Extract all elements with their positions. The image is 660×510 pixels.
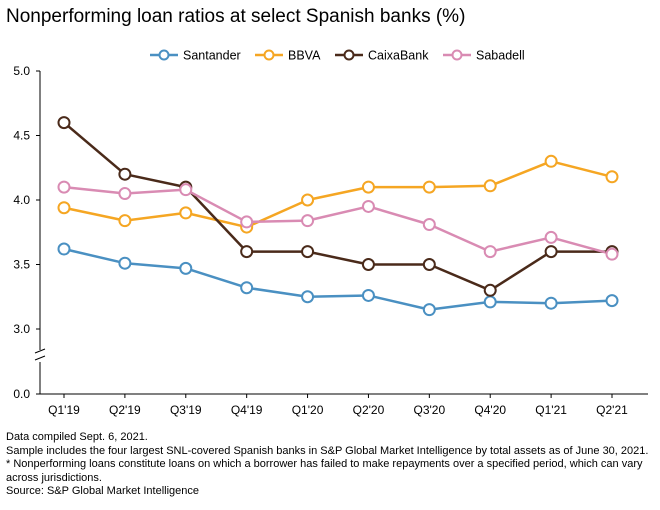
point-sabadell [483,245,497,259]
y-tick-label: 4.0 [13,193,30,207]
note-sample: Sample includes the four largest SNL-cov… [6,444,649,457]
y-tick-label: 0.0 [13,387,30,401]
point-caixabank [422,258,436,271]
legend: Santander BBVA CaixaBank Sabadell [150,49,525,63]
note-definition: * Nonperforming loans constitute loans o… [6,458,643,484]
point-santander [179,261,193,275]
point-santander [361,288,375,302]
series-lines [63,121,613,311]
point-bbva [179,206,193,220]
line-chart: Santander BBVA CaixaBank Sabadell 5.0 4.5 4.0… [13,49,648,417]
legend-marker-sabadell [451,49,463,61]
y-tick-label: 3.0 [13,322,30,336]
point-bbva [118,214,132,228]
legend-label-caixabank: CaixaBank [368,49,429,63]
point-santander [240,281,254,295]
point-santander [301,290,315,304]
point-bbva [422,180,436,194]
point-caixabank [240,245,254,259]
x-tick-label: Q4'19 [231,403,263,417]
point-sabadell [301,214,315,228]
point-santander [605,294,619,308]
point-caixabank [361,258,375,271]
y-tick-label: 5.0 [13,64,30,78]
axis-break-mark [34,348,46,361]
note-source: Source: S&P Global Market Intelligence [6,485,200,497]
note-data-compiled: Data compiled Sept. 6, 2021. [6,431,148,443]
point-santander [57,242,71,256]
x-tick-label: Q2'21 [596,403,628,417]
point-sabadell [422,218,436,232]
x-tick-label: Q2'19 [109,403,141,417]
point-bbva [361,180,375,194]
point-sabadell [605,247,619,261]
point-sabadell [240,215,254,229]
point-sabadell [118,187,132,201]
x-tick-label: Q1'21 [535,403,567,417]
point-bbva [544,154,558,168]
point-bbva [301,193,315,207]
axes: 5.0 4.5 4.0 3.5 3.0 0.0 Q1'19 Q2'19 Q3'19 Q4'19 Q1… [13,64,648,417]
point-caixabank [483,283,497,297]
y-tick-label: 3.5 [13,258,30,272]
point-santander [544,296,558,310]
legend-marker-bbva [263,49,275,61]
y-tick-label: 4.5 [13,129,30,143]
footnotes: Data compiled Sept. 6, 2021. Sample incl… [6,431,656,499]
point-caixabank [118,167,132,181]
x-tick-label: Q3'20 [414,403,446,417]
series-line-santander [63,247,613,311]
point-bbva [57,201,71,215]
point-bbva [483,179,497,193]
x-tick-label: Q2'20 [353,403,385,417]
chart-title: Nonperforming loan ratios at select Span… [6,6,466,27]
legend-label-bbva: BBVA [288,49,321,63]
x-tick-label: Q3'19 [170,403,202,417]
point-santander [118,256,132,270]
point-bbva [605,170,619,184]
series-points [57,116,619,317]
point-caixabank [301,245,315,259]
legend-marker-santander [158,49,170,61]
legend-label-sabadell: Sabadell [476,49,525,63]
point-santander [483,295,497,309]
point-sabadell [57,180,71,194]
series-line-bbva [63,160,613,229]
x-tick-label: Q1'19 [48,403,80,417]
x-tick-label: Q4'20 [474,403,506,417]
series-line-caixabank [63,121,612,292]
point-santander [422,303,436,317]
point-sabadell [361,199,375,213]
series-line-sabadell [63,185,613,256]
point-caixabank [544,245,558,259]
point-sabadell [179,183,193,197]
legend-label-santander: Santander [183,49,241,63]
x-tick-label: Q1'20 [292,403,324,417]
legend-marker-caixabank [343,49,355,61]
point-sabadell [544,230,558,244]
point-caixabank [57,116,71,130]
